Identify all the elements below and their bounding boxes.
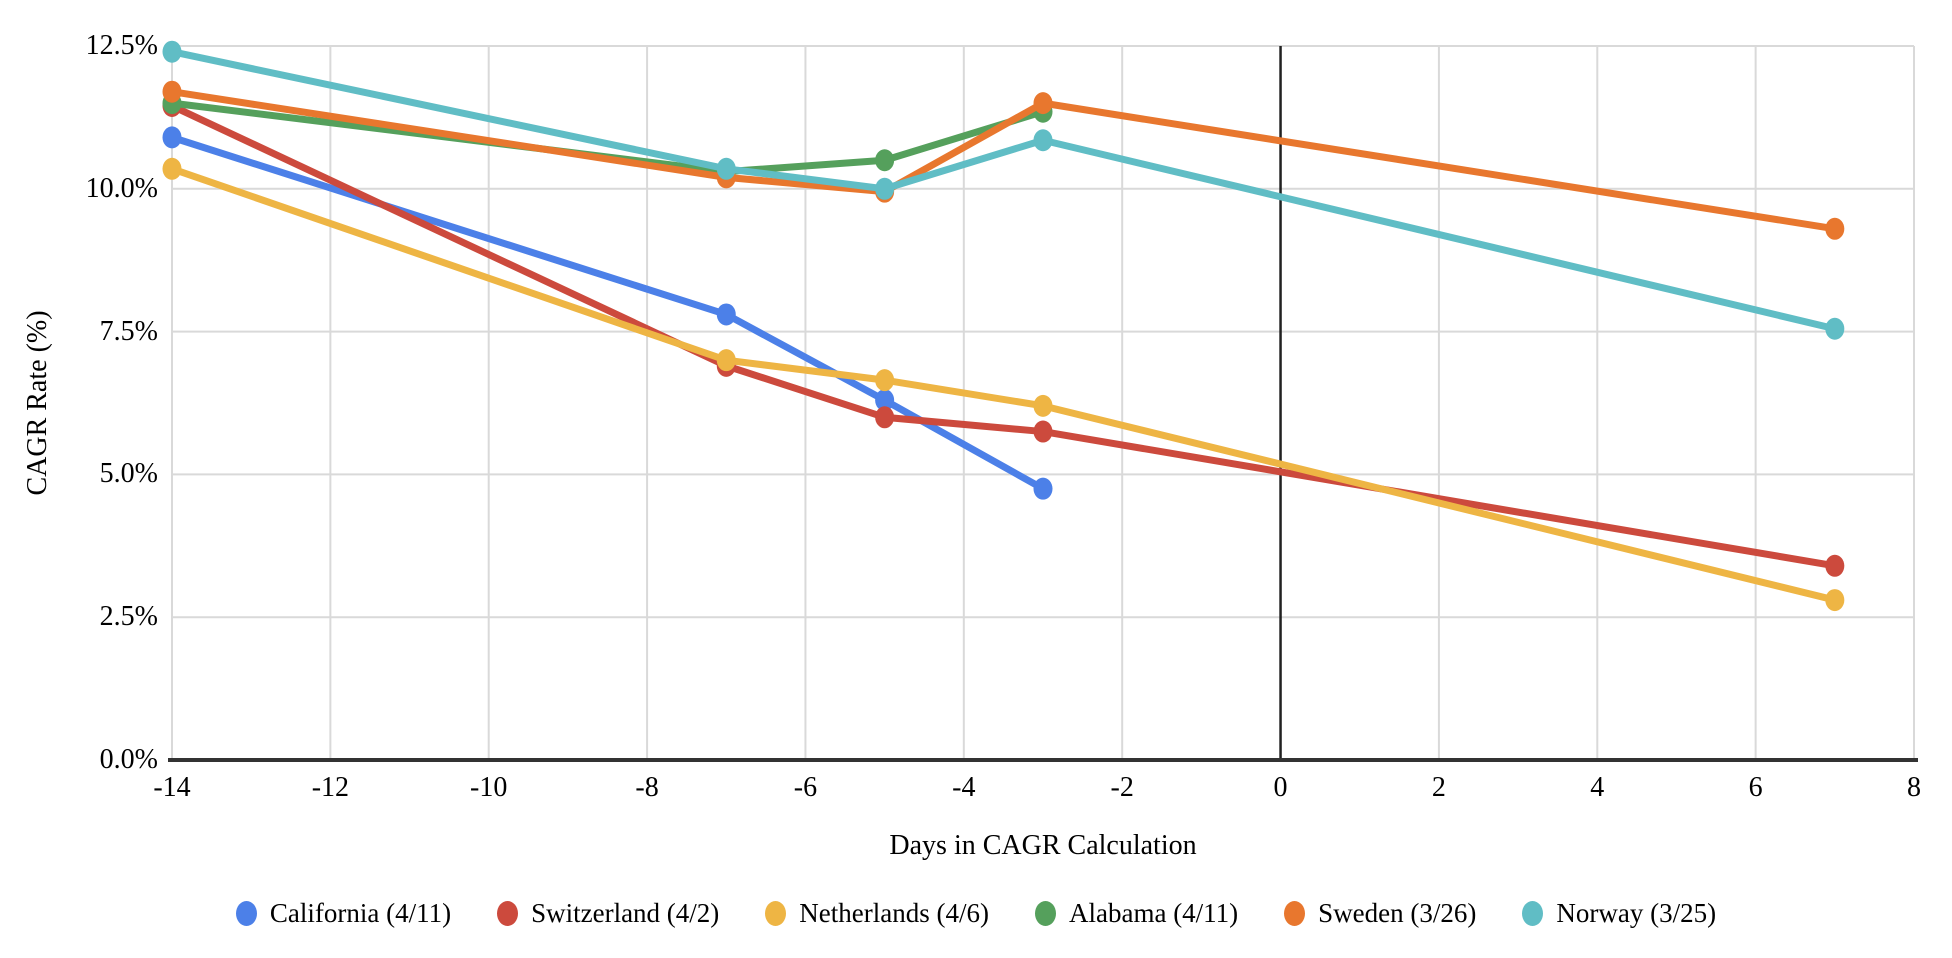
x-tick-label: -2: [1110, 772, 1134, 803]
data-point-sweden-3-26[interactable]: [1033, 92, 1053, 115]
y-tick-label: 10.0%: [85, 172, 158, 204]
data-point-norway-3-25[interactable]: [1825, 317, 1845, 340]
series-line-switzerland-4-2: [168, 102, 1839, 570]
legend-marker-icon: [497, 900, 519, 926]
legend-label: Netherlands (4/6): [799, 898, 989, 928]
data-point-norway-3-25[interactable]: [716, 157, 736, 180]
y-axis-title: CAGR Rate (%): [22, 310, 53, 496]
legend-marker-icon: [765, 900, 787, 926]
legend-label: California (4/11): [269, 898, 452, 928]
x-tick-label: 0: [1273, 772, 1288, 803]
legend-marker-icon: [1034, 900, 1056, 926]
data-point-switzerland-4-2[interactable]: [875, 406, 895, 429]
x-tick-label: 8: [1907, 772, 1921, 803]
x-tick-label: -6: [793, 772, 818, 803]
data-point-switzerland-4-2[interactable]: [1825, 554, 1845, 577]
y-tick-label: 0.0%: [99, 744, 158, 775]
data-point-california-4-11[interactable]: [875, 389, 895, 412]
legend-item-netherlands-4-6[interactable]: Netherlands (4/6): [765, 898, 989, 928]
x-tick-label: -12: [311, 772, 350, 803]
y-tick-label: 5.0%: [99, 458, 158, 490]
data-point-california-4-11[interactable]: [716, 303, 736, 326]
x-tick-label: -4: [952, 772, 976, 803]
x-tick-label: 6: [1748, 772, 1763, 803]
legend-item-california-4-11[interactable]: California (4/11): [235, 898, 452, 928]
x-tick-label: -10: [470, 772, 508, 803]
data-point-alabama-4-11[interactable]: [875, 149, 895, 172]
legend-item-norway-3-25[interactable]: Norway (3/25): [1522, 898, 1716, 928]
data-point-netherlands-4-6[interactable]: [716, 349, 736, 372]
legend-item-switzerland-4-2[interactable]: Switzerland (4/2): [497, 898, 719, 928]
data-point-netherlands-4-6[interactable]: [1825, 589, 1845, 612]
data-point-netherlands-4-6[interactable]: [1033, 394, 1053, 417]
data-point-california-4-11[interactable]: [162, 126, 182, 149]
data-point-norway-3-25[interactable]: [162, 40, 182, 63]
y-tick-label: 7.5%: [99, 315, 158, 347]
y-tick-label: 12.5%: [85, 30, 158, 61]
series-line-california-4-11: [168, 133, 1047, 493]
legend-label: Alabama (4/11): [1068, 898, 1239, 928]
x-tick-label: -14: [153, 772, 191, 803]
y-tick-label: 2.5%: [99, 601, 158, 633]
legend-label: Norway (3/25): [1556, 898, 1717, 928]
legend-item-alabama-4-11[interactable]: Alabama (4/11): [1034, 898, 1239, 928]
data-point-california-4-11[interactable]: [1033, 477, 1053, 500]
x-axis-title: Days in CAGR Calculation: [889, 830, 1197, 861]
legend-marker-icon: [1284, 900, 1306, 926]
x-tick-label: -8: [635, 772, 659, 803]
data-point-norway-3-25[interactable]: [875, 177, 895, 200]
data-point-netherlands-4-6[interactable]: [875, 369, 895, 392]
data-point-norway-3-25[interactable]: [1033, 129, 1053, 152]
legend-marker-icon: [235, 900, 257, 926]
series-line-netherlands-4-6: [168, 165, 1839, 604]
legend-label: Switzerland (4/2): [531, 898, 720, 928]
x-tick-label: 2: [1431, 772, 1446, 803]
data-point-switzerland-4-2[interactable]: [1033, 420, 1053, 443]
legend-item-sweden-3-26[interactable]: Sweden (3/26): [1284, 898, 1476, 928]
legend-label: Sweden (3/26): [1318, 898, 1477, 928]
chart-legend: California (4/11) Switzerland (4/2) Nether…: [0, 898, 1952, 928]
data-point-netherlands-4-6[interactable]: [162, 157, 182, 180]
x-tick-label: 4: [1590, 772, 1605, 803]
legend-marker-icon: [1522, 900, 1544, 926]
data-point-sweden-3-26[interactable]: [1825, 217, 1845, 240]
series-line-sweden-3-26: [168, 88, 1839, 233]
data-point-sweden-3-26[interactable]: [162, 80, 182, 103]
